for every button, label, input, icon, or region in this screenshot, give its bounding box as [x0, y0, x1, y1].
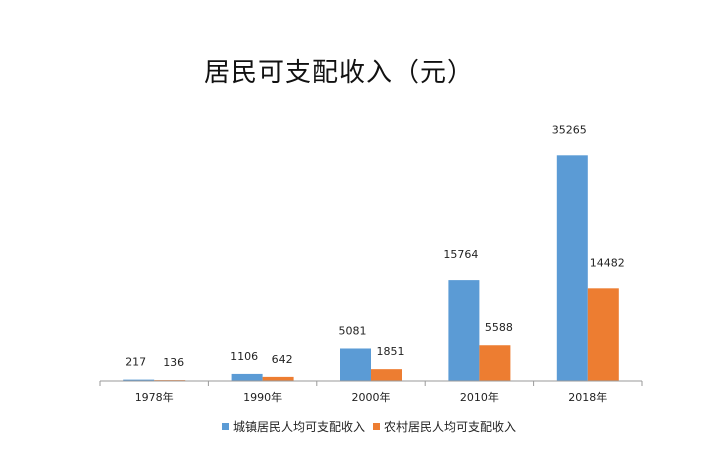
legend-label-urban: 城镇居民人均可支配收入: [233, 420, 366, 434]
legend-label-rural: 农村居民人均可支配收入: [384, 420, 517, 434]
bar-rural: [371, 369, 402, 381]
bar-urban: [123, 379, 155, 381]
legend-item-rural: 农村居民人均可支配收入: [373, 418, 516, 435]
x-tick-label: 2010年: [460, 390, 499, 404]
bar-rural: [262, 376, 294, 381]
data-label: 642: [272, 353, 293, 366]
data-label: 5081: [339, 324, 367, 337]
data-label: 35265: [552, 123, 587, 136]
chart-title: 居民可支配收入（元）: [204, 58, 475, 88]
data-label: 217: [125, 356, 146, 369]
bar-urban: [448, 280, 480, 381]
data-label: 1106: [230, 350, 258, 363]
data-label: 14482: [590, 256, 625, 269]
x-tick-label: 2018年: [568, 390, 607, 404]
bar-urban: [231, 373, 263, 381]
data-label: 136: [163, 356, 184, 369]
x-tick-label: 1990年: [243, 390, 282, 404]
legend-item-urban: 城镇居民人均可支配收入: [222, 418, 365, 435]
data-label: 1851: [377, 345, 405, 358]
data-label: 5588: [485, 321, 513, 334]
x-tick-label: 2000年: [352, 390, 391, 404]
legend: 城镇居民人均可支配收入 农村居民人均可支配收入: [222, 418, 524, 435]
legend-swatch-urban: [222, 423, 229, 430]
x-tick-label: 1978年: [135, 390, 174, 404]
data-label: 15764: [443, 248, 478, 261]
legend-swatch-rural: [373, 423, 381, 430]
bar-rural: [587, 288, 619, 381]
bar-urban: [340, 348, 371, 381]
bar-rural: [479, 345, 511, 381]
bar-urban: [556, 155, 588, 381]
